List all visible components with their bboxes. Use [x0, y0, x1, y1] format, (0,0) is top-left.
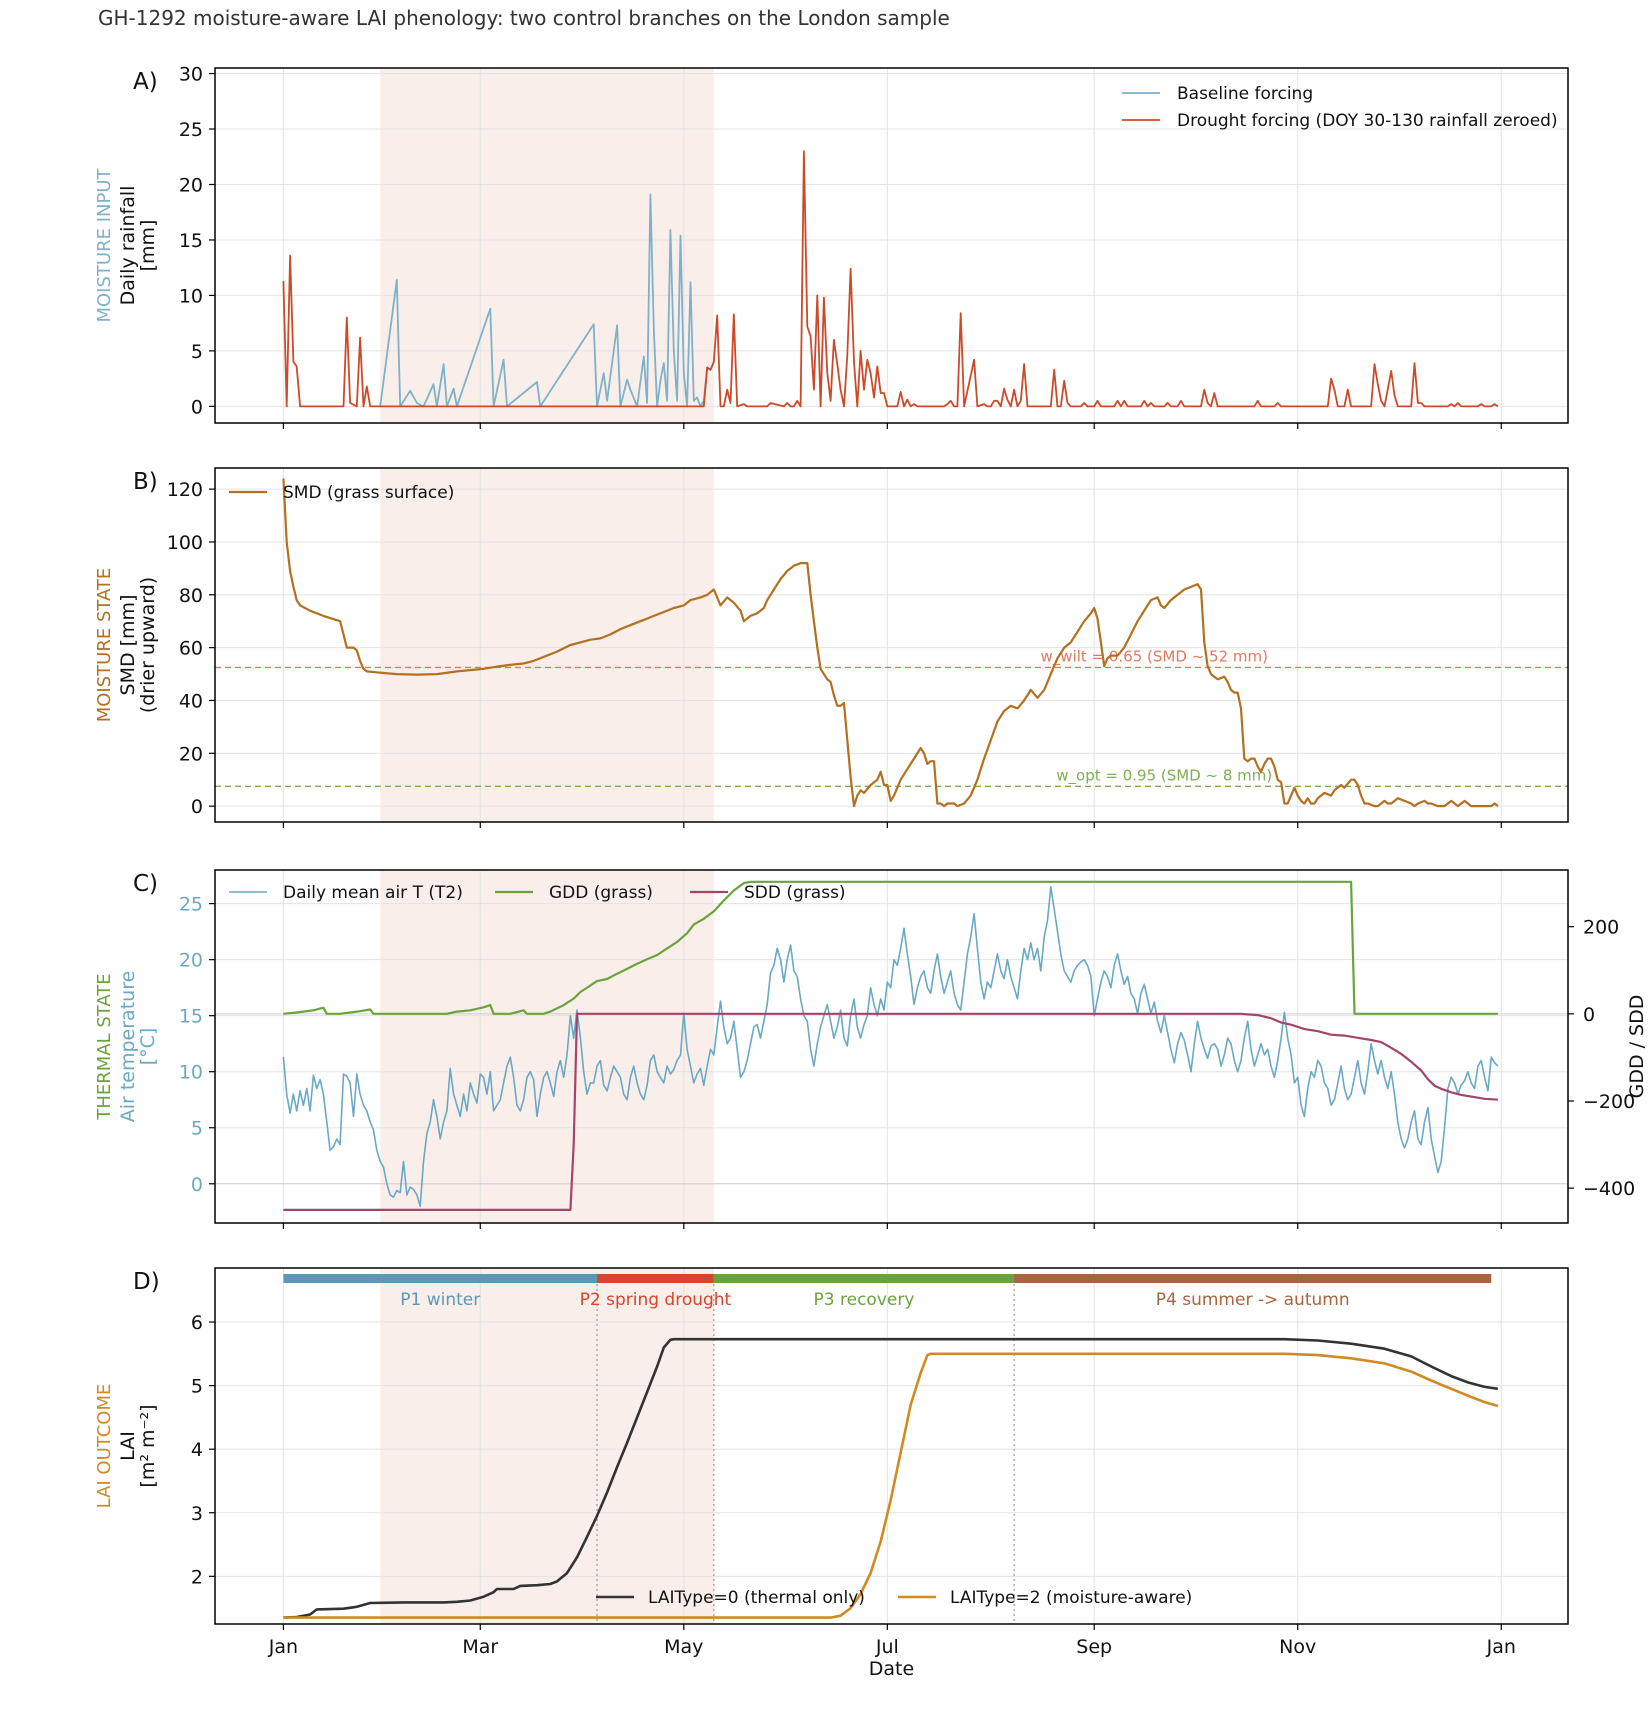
- phase-bar: [1014, 1274, 1492, 1283]
- threshold-label: w_wilt = 0.65 (SMD ~ 52 mm): [1041, 647, 1268, 666]
- panel-3: 0 5 10 15 20 25 C) THERMAL STATE Air temperature…: [94, 869, 1648, 1229]
- drought-window-shade: [380, 68, 714, 423]
- y-tick-label: 10: [179, 1062, 203, 1084]
- x-tick-label: Mar: [462, 1636, 498, 1658]
- legend-label: LAIType=2 (moisture-aware): [950, 1588, 1192, 1608]
- y-axis-label: [mm]: [137, 220, 159, 272]
- y-tick-label: 25: [179, 119, 203, 141]
- x-tick-label: Sep: [1076, 1636, 1112, 1658]
- y-tick-label: 60: [179, 638, 203, 660]
- y-right-tick-label: −200: [1583, 1091, 1635, 1113]
- y-axis-label: [°C]: [137, 1028, 159, 1066]
- y-tick-label: 5: [191, 1376, 203, 1398]
- legend-label: GDD (grass): [549, 883, 653, 903]
- y-tick-label: 4: [191, 1439, 203, 1461]
- phase-label: P1 winter: [400, 1290, 480, 1310]
- y-tick-label: 20: [179, 174, 203, 196]
- y-axis-label: (drier upward): [137, 577, 159, 713]
- y-right-tick-label: −400: [1583, 1178, 1635, 1200]
- y-tick-label: 2: [191, 1566, 203, 1588]
- x-tick-label: Nov: [1279, 1636, 1316, 1658]
- phase-bar: [713, 1274, 1015, 1283]
- group-label: MOISTURE INPUT: [94, 168, 115, 323]
- x-axis-label: Date: [869, 1658, 914, 1680]
- x-tick-label: Jan: [268, 1636, 298, 1658]
- figure-title: GH-1292 moisture-aware LAI phenology: tw…: [98, 6, 950, 30]
- legend-label: Drought forcing (DOY 30-130 rainfall zer…: [1177, 111, 1558, 131]
- x-tick-label: Jul: [875, 1636, 899, 1658]
- phase-label: P4 summer -> autumn: [1156, 1290, 1350, 1310]
- legend-label: LAIType=0 (thermal only): [648, 1588, 865, 1608]
- y-tick-label: 25: [179, 894, 203, 916]
- smd-line: [282, 478, 1499, 808]
- panel-frame: [214, 869, 1569, 1224]
- gdd-line: [283, 880, 1498, 1015]
- y-tick-label: 100: [167, 532, 203, 554]
- y-tick-label: 120: [167, 479, 203, 501]
- panel-label: B): [133, 469, 158, 495]
- panel-label: A): [133, 69, 158, 95]
- phase-label: P3 recovery: [814, 1290, 915, 1310]
- legend-label: Baseline forcing: [1177, 84, 1313, 104]
- y-axis-label: LAI: [117, 1431, 139, 1461]
- x-tick-label: Jan: [1486, 1636, 1516, 1658]
- phase-bar: [283, 1274, 598, 1283]
- drought-window-shade: [380, 1268, 714, 1624]
- y-right-tick-label: 200: [1583, 917, 1619, 939]
- y-tick-label: 40: [179, 690, 203, 712]
- y-tick-label: 0: [191, 396, 203, 418]
- group-label: MOISTURE STATE: [94, 568, 115, 723]
- y-tick-label: 5: [191, 341, 203, 363]
- y-axis-label: [m² m⁻²]: [137, 1404, 159, 1487]
- legend-label: SMD (grass surface): [283, 483, 454, 503]
- y-axis-label: Air temperature: [117, 971, 139, 1123]
- panel-frame: [214, 67, 1569, 424]
- y-tick-label: 5: [191, 1118, 203, 1140]
- air-temperature-line: [282, 885, 1499, 1207]
- threshold-label: w_opt = 0.95 (SMD ~ 8 mm): [1056, 766, 1272, 785]
- y-right-tick-label: 0: [1583, 1004, 1595, 1026]
- y-tick-label: 15: [179, 230, 203, 252]
- panel-2: 0 20 40 60 80 100 120 B) MOISTURE STATE SMD [mm](…: [94, 467, 1569, 828]
- panel-label: C): [133, 871, 158, 897]
- y-tick-label: 30: [179, 64, 203, 86]
- group-label: LAI OUTCOME: [94, 1384, 115, 1509]
- x-tick-label: May: [664, 1636, 703, 1658]
- y-axis-label: SMD [mm]: [117, 595, 139, 696]
- y-tick-label: 20: [179, 950, 203, 972]
- y-tick-label: 3: [191, 1503, 203, 1525]
- legend-label: Daily mean air T (T2): [283, 883, 463, 903]
- group-label: THERMAL STATE: [94, 973, 115, 1120]
- sdd-line: [283, 1012, 1498, 1212]
- panel-frame: [214, 1267, 1569, 1625]
- panel-frame: [214, 467, 1569, 823]
- drought-window-shade: [380, 468, 714, 822]
- drought-rainfall-line: [282, 150, 1499, 408]
- lai-moisture-line: [283, 1352, 1499, 1619]
- y-tick-label: 10: [179, 285, 203, 307]
- panel-1: 0 5 10 15 20 25 30 A) MOISTURE INPUT Daily rainfa…: [94, 64, 1569, 429]
- lai-thermal-line: [283, 1337, 1499, 1619]
- legend-label: SDD (grass): [744, 883, 846, 903]
- y-right-axis-label: GDD / SDD: [1626, 995, 1648, 1099]
- phase-bar: [597, 1274, 714, 1283]
- panel-label: D): [133, 1269, 160, 1295]
- phase-label: P2 spring drought: [580, 1290, 732, 1310]
- drought-window-shade: [380, 870, 714, 1223]
- y-tick-label: 0: [191, 796, 203, 818]
- y-tick-label: 15: [179, 1006, 203, 1028]
- y-tick-label: 80: [179, 585, 203, 607]
- y-tick-label: 20: [179, 743, 203, 765]
- y-axis-label: Daily rainfall: [117, 186, 139, 306]
- y-tick-label: 0: [191, 1174, 203, 1196]
- y-tick-label: 6: [191, 1312, 203, 1334]
